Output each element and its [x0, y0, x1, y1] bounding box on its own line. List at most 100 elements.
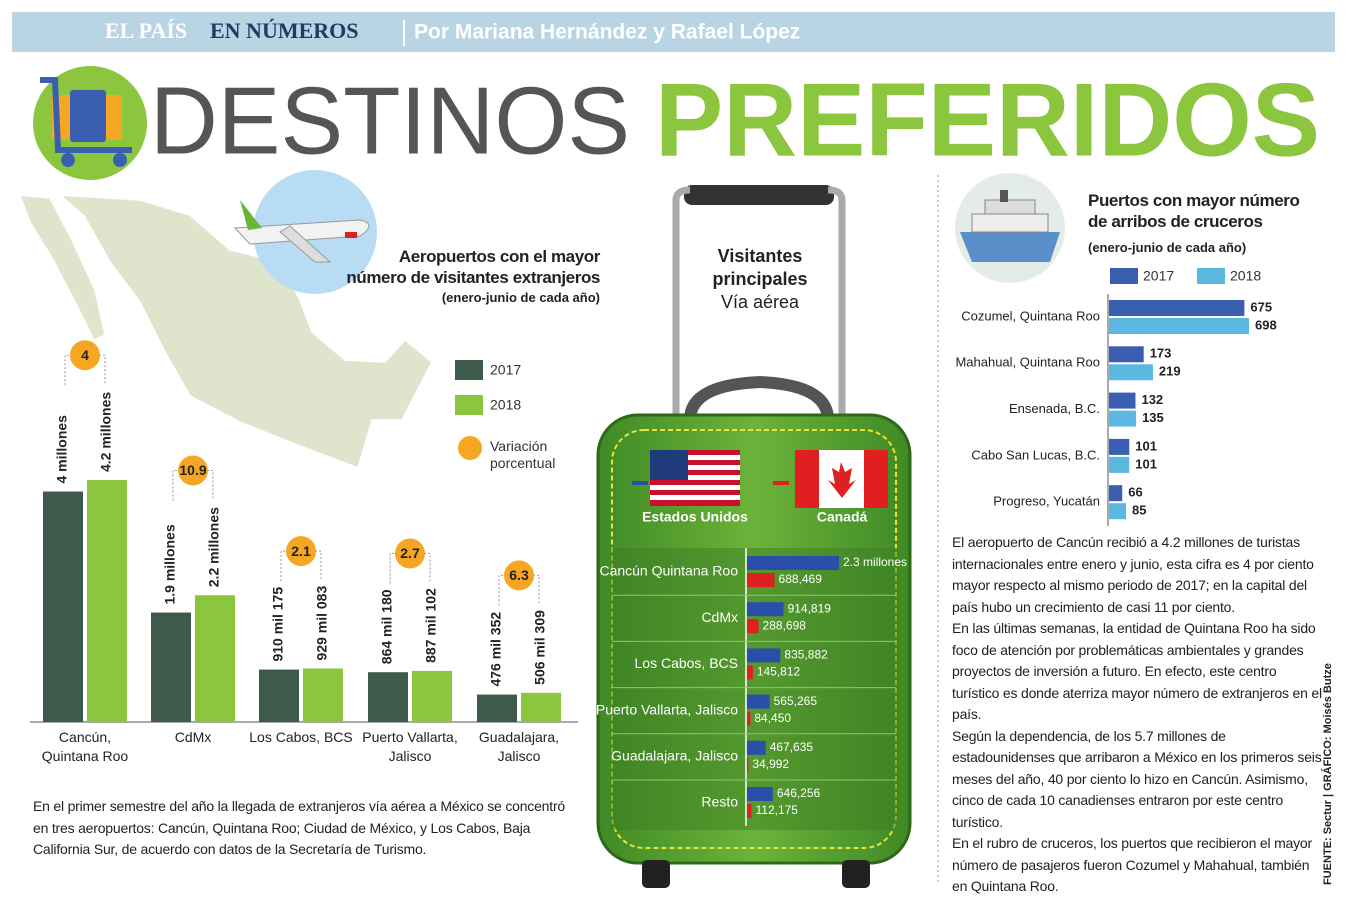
y-tick-label: Resto: [701, 794, 738, 810]
variation-label: 10.9: [179, 462, 206, 478]
paragraph: El aeropuerto de Cancún recibió a 4.2 mi…: [952, 534, 1314, 615]
x-tick-label: Los Cabos, BCS: [249, 729, 353, 745]
value-label: 66: [1128, 485, 1142, 500]
y-tick-label: Guadalajara, Jalisco: [611, 748, 738, 764]
bar: [747, 665, 753, 680]
variation-marker: [178, 455, 208, 486]
chart-subtitle: (enero-junio de cada año): [1088, 240, 1247, 255]
legend-swatch: [632, 481, 648, 485]
value-label: 101: [1135, 438, 1157, 453]
variation-label: 2.1: [291, 543, 311, 559]
value-label: 4.2 millones: [98, 392, 114, 472]
paragraph: En el rubro de cruceros, los puertos que…: [952, 835, 1312, 894]
value-label: 887 mil 102: [423, 588, 439, 663]
value-label: 145,812: [757, 665, 801, 679]
value-label: 2.2 millones: [206, 507, 222, 587]
value-label: 132: [1141, 392, 1163, 407]
value-label: 84,450: [754, 711, 791, 725]
bar: [151, 612, 191, 722]
y-tick-label: Los Cabos, BCS: [635, 655, 739, 671]
legend-label: 2018: [490, 397, 521, 413]
bar: [1109, 346, 1144, 363]
y-tick-label: Progreso, Yucatán: [993, 494, 1100, 509]
value-label: 698: [1255, 317, 1277, 332]
bar: [747, 556, 839, 570]
chart-title: Puertos con mayor número de arribos de c…: [1088, 191, 1300, 231]
bar: [303, 668, 343, 722]
header-section: EL PAÍS: [105, 18, 187, 43]
legend-label: 2017: [1143, 268, 1174, 284]
value-label: 910 mil 175: [270, 587, 286, 662]
bar: [412, 670, 452, 722]
bar: [259, 669, 299, 722]
value-label: 929 mil 083: [314, 586, 330, 661]
value-label: 85: [1132, 503, 1146, 518]
value-label: 112,175: [755, 803, 798, 817]
bar: [1109, 485, 1123, 502]
x-tick-label: CdMx: [174, 729, 212, 745]
legend-swatch: [773, 481, 789, 485]
value-label: 135: [1142, 410, 1164, 425]
bar: [1109, 392, 1136, 409]
value-label: 688,469: [779, 572, 823, 586]
left-text: En el primer semestre del año la llegada…: [33, 798, 566, 857]
variation-marker: [70, 340, 100, 371]
value-label: 34,992: [752, 757, 789, 771]
bar: [87, 480, 127, 722]
legend-swatch: [455, 395, 483, 415]
variation-marker: [395, 538, 425, 569]
bar: [747, 602, 784, 617]
x-tick-label: Cancún, Quintana Roo: [41, 729, 129, 764]
bar: [368, 672, 408, 722]
variation-label: 2.7: [400, 545, 420, 561]
bar: [43, 491, 83, 722]
legend-swatch: [458, 436, 482, 460]
variation-marker: [504, 560, 534, 591]
bar: [747, 804, 752, 818]
value-label: 835,882: [784, 648, 828, 662]
bar: [747, 787, 773, 801]
value-label: 219: [1159, 364, 1181, 379]
header-section: EN NÚMEROS: [210, 18, 359, 43]
chart-title: Aeropuertos con el mayor número de visit…: [346, 247, 600, 287]
y-tick-label: Cabo San Lucas, B.C.: [971, 447, 1100, 462]
legend-label: Canadá: [817, 509, 868, 525]
bar: [747, 711, 751, 726]
title-bold: PREFERIDOS: [655, 62, 1320, 178]
x-tick-label: Puerto Vallarta, Jalisco: [362, 729, 458, 764]
value-label: 565,265: [774, 694, 818, 708]
source: FUENTE: Sectur | GRÁFICO: Moisés Butze: [1321, 663, 1334, 885]
bar: [1109, 456, 1130, 473]
bar: [747, 757, 749, 772]
legend-label: Variación porcentual: [490, 438, 556, 471]
bar: [1109, 318, 1249, 334]
value-label: 101: [1135, 456, 1157, 471]
value-label: 288,698: [763, 618, 807, 632]
y-tick-label: Puerto Vallarta, Jalisco: [596, 701, 738, 717]
bar: [747, 694, 770, 709]
legend-swatch: [455, 360, 483, 380]
header-band: [12, 12, 1335, 52]
chart-title: Visitantes principales: [712, 246, 808, 289]
plane-icon: [233, 170, 377, 294]
x-tick-label: Guadalajara, Jalisco: [478, 729, 560, 764]
byline: Por Mariana Hernández y Rafael López: [414, 21, 800, 44]
value-label: 646,256: [777, 786, 821, 800]
bar: [477, 694, 517, 722]
paragraph: En las últimas semanas, la entidad de Qu…: [952, 620, 1322, 722]
y-tick-label: CdMx: [701, 609, 738, 625]
bar: [747, 573, 775, 587]
y-tick-label: Ensenada, B.C.: [1009, 401, 1100, 416]
bar: [195, 595, 235, 722]
variation-label: 4: [81, 347, 89, 363]
mexico-map: [18, 194, 433, 469]
ship-icon: [955, 173, 1065, 283]
title-light: DESTINOS: [150, 67, 630, 174]
variation-marker: [286, 536, 316, 567]
value-label: 914,819: [788, 601, 832, 615]
bar: [521, 692, 561, 722]
bar: [1109, 438, 1130, 455]
y-tick-label: Mahahual, Quintana Roo: [955, 355, 1100, 370]
